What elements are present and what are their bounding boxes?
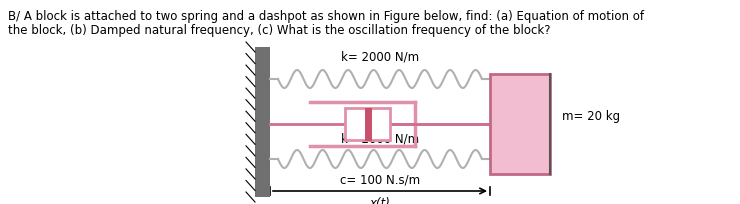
Bar [255,48,270,197]
Text: x(t): x(t) [369,196,391,204]
Text: m= 20 kg: m= 20 kg [562,110,620,123]
Text: k= 2000 N/m: k= 2000 N/m [341,132,419,145]
Text: k= 2000 N/m: k= 2000 N/m [341,51,419,64]
Text: B/ A block is attached to two spring and a dashpot as shown in Figure below, fin: B/ A block is attached to two spring and… [8,10,644,23]
Text: c= 100 N.s/m: c= 100 N.s/m [340,173,420,186]
Text: the block, (b) Damped natural frequency, (c) What is the oscillation frequency o: the block, (b) Damped natural frequency,… [8,24,551,37]
Bar [490,75,550,174]
Bar [345,109,390,140]
